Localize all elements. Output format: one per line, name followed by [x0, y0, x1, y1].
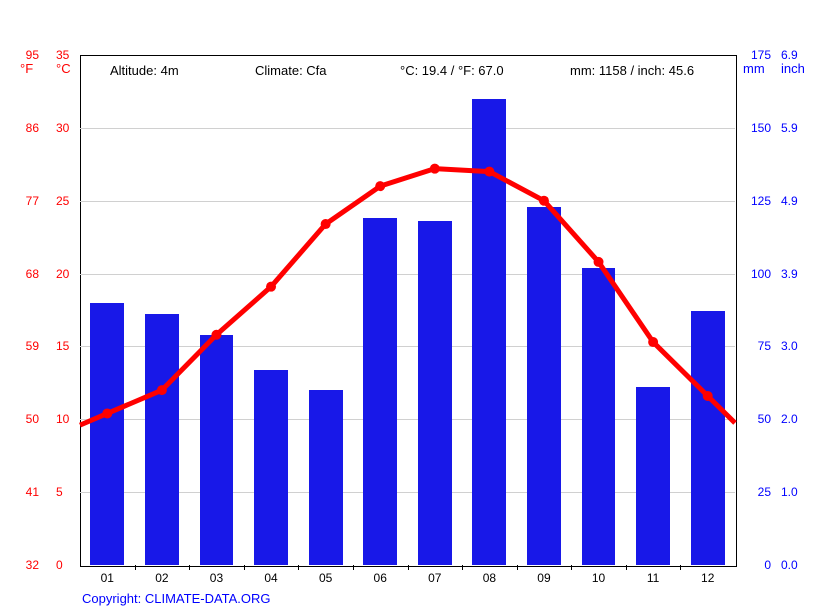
x-tick: [680, 565, 681, 570]
c-tick-label: 5: [56, 485, 76, 499]
inch-tick-label: 5.9: [781, 121, 811, 135]
month-label: 08: [477, 571, 501, 585]
month-label: 05: [314, 571, 338, 585]
gridline: [80, 128, 735, 129]
x-tick: [462, 565, 463, 570]
inch-tick-label: 0.0: [781, 558, 811, 572]
c-tick-label: 10: [56, 412, 76, 426]
header-temp: °C: 19.4 / °F: 67.0: [400, 63, 504, 78]
mm-tick-label: 25: [741, 485, 771, 499]
precip-bar: [636, 387, 670, 565]
month-label: 01: [95, 571, 119, 585]
month-label: 11: [641, 571, 665, 585]
mm-tick-label: 0: [741, 558, 771, 572]
month-label: 02: [150, 571, 174, 585]
mm-tick-label: 75: [741, 339, 771, 353]
precip-bar: [691, 311, 725, 565]
mm-tick-label: 100: [741, 267, 771, 281]
month-label: 12: [696, 571, 720, 585]
month-label: 10: [587, 571, 611, 585]
header-precip: mm: 1158 / inch: 45.6: [570, 63, 694, 78]
month-label: 07: [423, 571, 447, 585]
header-climate: Climate: Cfa: [255, 63, 327, 78]
f-tick-label: 68: [15, 267, 39, 281]
precip-bar: [254, 370, 288, 565]
header-altitude: Altitude: 4m: [110, 63, 179, 78]
x-tick: [626, 565, 627, 570]
inch-tick-label: 1.0: [781, 485, 811, 499]
x-tick: [244, 565, 245, 570]
gridline: [80, 274, 735, 275]
month-label: 09: [532, 571, 556, 585]
month-label: 06: [368, 571, 392, 585]
f-tick-label: 77: [15, 194, 39, 208]
f-tick-label: 59: [15, 339, 39, 353]
axis-header-inch: inch: [781, 61, 805, 76]
climate-chart: Altitude: 4m Climate: Cfa °C: 19.4 / °F: 6…: [0, 0, 815, 611]
c-tick-label: 0: [56, 558, 76, 572]
mm-tick-label: 125: [741, 194, 771, 208]
precip-bar: [363, 218, 397, 565]
mm-tick-label: 175: [741, 48, 771, 62]
inch-tick-label: 3.9: [781, 267, 811, 281]
c-tick-label: 15: [56, 339, 76, 353]
x-tick: [135, 565, 136, 570]
mm-tick-label: 50: [741, 412, 771, 426]
inch-tick-label: 4.9: [781, 194, 811, 208]
c-tick-label: 35: [56, 48, 76, 62]
f-tick-label: 32: [15, 558, 39, 572]
x-tick: [517, 565, 518, 570]
x-tick: [408, 565, 409, 570]
f-tick-label: 41: [15, 485, 39, 499]
x-tick: [189, 565, 190, 570]
c-tick-label: 20: [56, 267, 76, 281]
x-tick: [571, 565, 572, 570]
x-tick: [298, 565, 299, 570]
inch-tick-label: 6.9: [781, 48, 811, 62]
copyright-text: Copyright: CLIMATE-DATA.ORG: [82, 591, 271, 606]
precip-bar: [582, 268, 616, 565]
f-tick-label: 50: [15, 412, 39, 426]
x-tick: [353, 565, 354, 570]
axis-header-c: °C: [56, 61, 71, 76]
month-label: 03: [204, 571, 228, 585]
f-tick-label: 95: [15, 48, 39, 62]
mm-tick-label: 150: [741, 121, 771, 135]
axis-header-f: °F: [20, 61, 33, 76]
c-tick-label: 30: [56, 121, 76, 135]
precip-bar: [472, 99, 506, 565]
precip-bar: [145, 314, 179, 565]
precip-bar: [200, 335, 234, 565]
f-tick-label: 86: [15, 121, 39, 135]
precip-bar: [527, 207, 561, 565]
inch-tick-label: 2.0: [781, 412, 811, 426]
inch-tick-label: 3.0: [781, 339, 811, 353]
precip-bar: [418, 221, 452, 565]
axis-header-mm: mm: [743, 61, 765, 76]
c-tick-label: 25: [56, 194, 76, 208]
precip-bar: [309, 390, 343, 565]
month-label: 04: [259, 571, 283, 585]
precip-bar: [90, 303, 124, 565]
gridline: [80, 201, 735, 202]
